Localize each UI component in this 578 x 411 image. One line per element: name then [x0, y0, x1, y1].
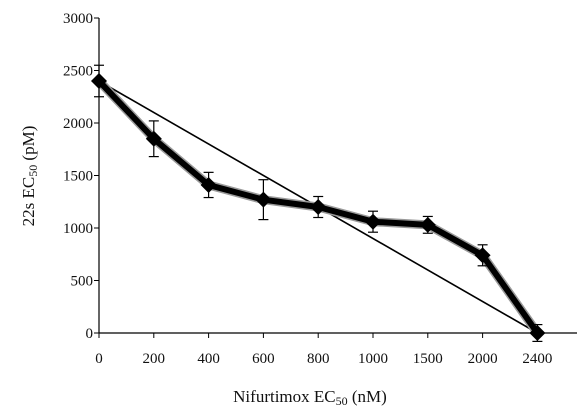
x-tick-label: 1500	[413, 351, 443, 367]
y-tick-label: 2500	[63, 64, 93, 80]
data-point	[91, 73, 107, 89]
data-point	[474, 247, 491, 264]
y-tick-label: 1500	[63, 169, 93, 185]
data-point	[200, 176, 217, 193]
x-tick-label: 2400	[522, 351, 552, 367]
x-tick-label: 1000	[358, 351, 388, 367]
x-tick-label: 800	[307, 351, 330, 367]
y-axis-ticks: 0 500 1000 1500 2000 2500 3000	[63, 11, 99, 342]
x-tick-label: 0	[95, 351, 103, 367]
x-tick-label: 200	[143, 351, 166, 367]
x-axis-ticks: 0 200 400 600 800 1000 1500 2000 2400	[95, 333, 552, 367]
y-tick-label: 500	[71, 274, 94, 290]
series-group	[91, 64, 546, 342]
data-point	[529, 325, 546, 341]
y-tick-label: 0	[86, 326, 94, 342]
data-point	[419, 216, 436, 233]
x-axis-title: Nifurtimox EC50 (nM)	[233, 387, 387, 408]
data-point	[365, 213, 381, 230]
data-point	[255, 191, 272, 208]
data-point	[310, 199, 327, 215]
y-tick-label: 3000	[63, 11, 93, 27]
x-tick-label: 400	[197, 351, 220, 367]
y-tick-label: 1000	[63, 221, 93, 237]
data-point	[145, 130, 162, 147]
x-tick-label: 600	[252, 351, 275, 367]
x-tick-label: 2000	[468, 351, 498, 367]
y-axis-title: 22s EC50 (pM)	[19, 126, 40, 227]
y-tick-label: 2000	[63, 116, 93, 132]
